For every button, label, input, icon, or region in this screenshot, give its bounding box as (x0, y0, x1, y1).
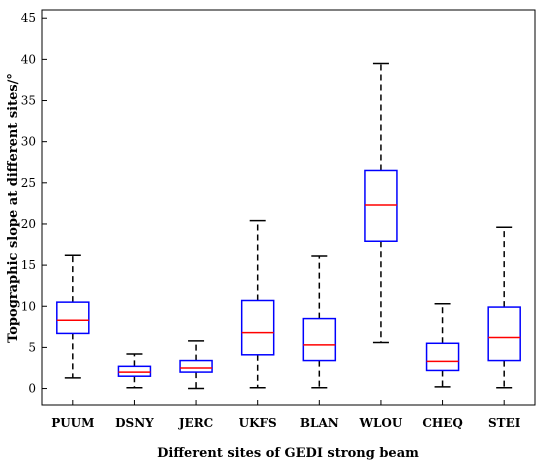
y-tick-label: 35 (21, 94, 36, 108)
x-tick-label-dsny: DSNY (115, 416, 154, 430)
y-tick-label: 25 (21, 176, 36, 190)
y-tick-label: 15 (21, 258, 36, 272)
y-tick-label: 5 (28, 340, 36, 354)
box-cheq (425, 342, 460, 372)
axes-frame (41, 9, 536, 406)
box-puum (56, 301, 90, 335)
x-tick-label-wlou: WLOU (359, 416, 403, 430)
x-tick-label-ukfs: UKFS (239, 416, 277, 430)
y-tick-label: 10 (21, 299, 36, 313)
y-tick-label: 20 (21, 217, 36, 231)
x-tick-label-stei: STEI (488, 416, 521, 430)
y-tick-label: 0 (28, 382, 36, 396)
x-tick-label-puum: PUUM (51, 416, 94, 430)
x-tick-label-blan: BLAN (300, 416, 339, 430)
box-ukfs (240, 299, 275, 356)
box-stei (487, 306, 521, 362)
y-tick-label: 30 (21, 135, 36, 149)
y-tick-label: 40 (21, 52, 36, 66)
x-tick-label-jerc: JERC (178, 416, 213, 430)
y-axis-title: Topographic slope at different sites/° (6, 73, 21, 343)
box-wlou (364, 169, 398, 242)
x-tick-label-cheq: CHEQ (422, 416, 463, 430)
box-blan (302, 317, 337, 362)
box-jerc (179, 359, 213, 373)
plot-area: 0 5 10 15 20 25 30 35 40 45 PUUM DSNY JERC UKFS BLAN WL… (21, 11, 521, 430)
x-axis-title: Different sites of GEDI strong beam (157, 446, 419, 461)
y-tick-label: 45 (21, 11, 36, 25)
box-dsny (117, 365, 152, 377)
